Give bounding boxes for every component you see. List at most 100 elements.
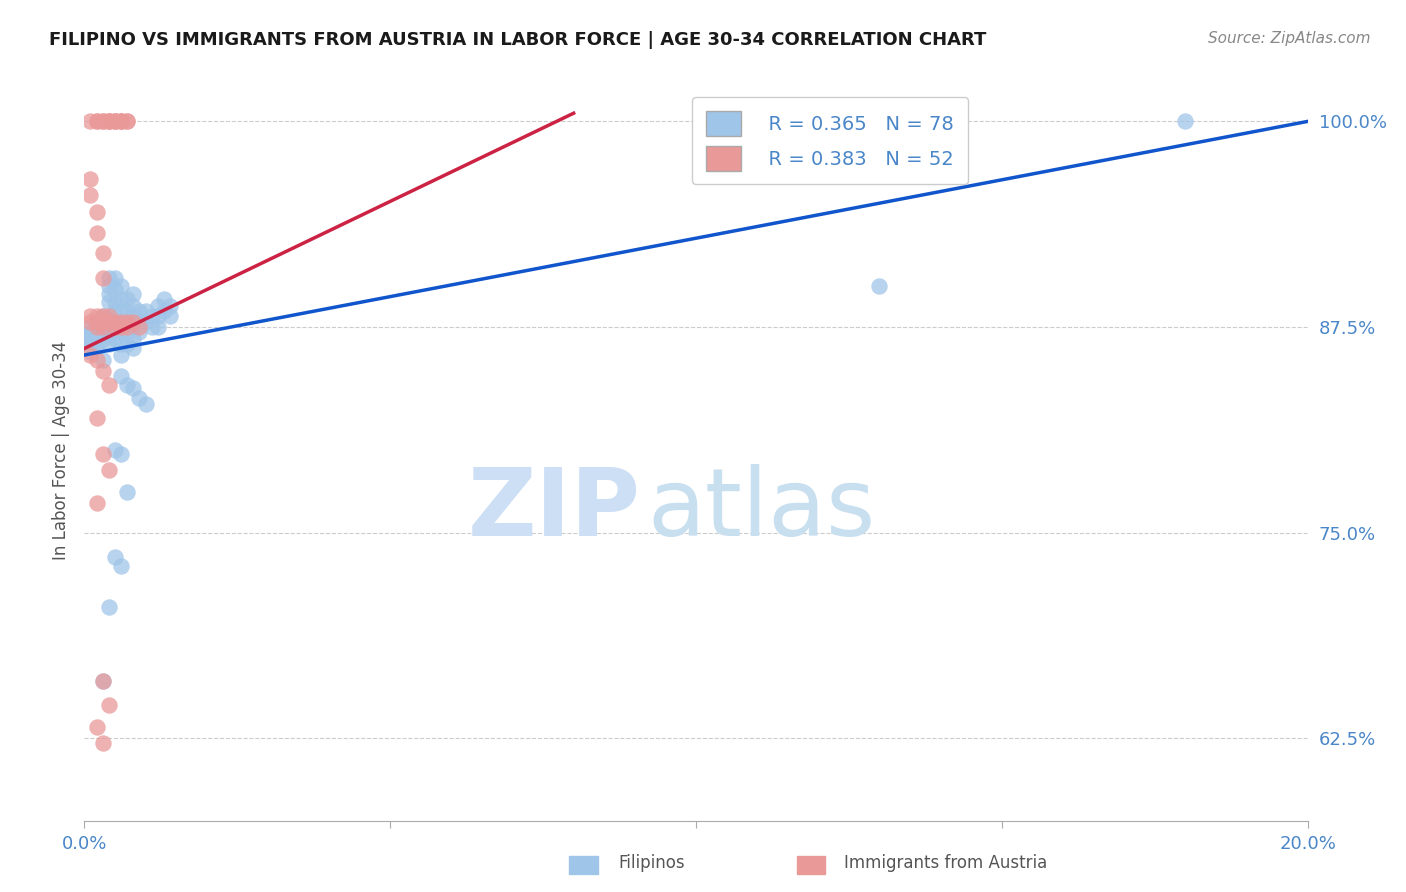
Point (91, 114, 114, 128)
Point (86, 320, 108, 334)
Point (79, 320, 101, 334)
Point (122, 309, 145, 323)
Point (115, 303, 138, 318)
Point (104, 550, 127, 565)
Point (110, 315, 132, 329)
Point (97, 336, 120, 351)
Bar (569, 856, 598, 874)
Point (79, 325, 101, 339)
Point (128, 315, 150, 329)
Point (79, 309, 101, 323)
Point (97, 309, 120, 323)
Point (91, 309, 114, 323)
Point (115, 320, 138, 334)
Point (115, 377, 138, 392)
Point (115, 325, 138, 339)
Point (122, 287, 145, 301)
Point (115, 315, 138, 329)
Point (110, 303, 132, 318)
Point (86, 496, 108, 510)
Point (104, 270, 127, 285)
Point (91, 325, 114, 339)
Point (79, 315, 101, 329)
Point (135, 397, 157, 411)
Point (104, 332, 127, 346)
Point (110, 348, 132, 362)
Point (128, 320, 150, 334)
Point (91, 114, 114, 128)
Point (110, 114, 132, 128)
Point (91, 246, 114, 260)
Point (146, 320, 169, 334)
Point (97, 315, 120, 329)
Point (110, 320, 132, 334)
Point (115, 484, 138, 499)
Point (86, 315, 108, 329)
Point (153, 292, 176, 306)
Point (110, 447, 132, 461)
Bar (797, 856, 825, 874)
Point (104, 114, 127, 128)
Point (104, 323, 127, 337)
Point (122, 332, 145, 346)
Point (153, 303, 176, 318)
Point (97, 114, 120, 128)
Point (115, 336, 138, 351)
Point (97, 279, 120, 293)
Point (97, 114, 120, 128)
Point (135, 315, 157, 329)
Point (122, 381, 145, 395)
Point (91, 315, 114, 329)
Point (128, 391, 150, 405)
Point (79, 344, 101, 359)
Text: atlas: atlas (647, 464, 876, 556)
Point (97, 328, 120, 343)
Point (104, 315, 127, 329)
Point (115, 114, 138, 128)
Text: Immigrants from Austria: Immigrants from Austria (844, 855, 1047, 872)
Point (91, 353, 114, 368)
Point (97, 295, 120, 310)
Text: Filipinos: Filipinos (619, 855, 685, 872)
Point (91, 364, 114, 378)
Point (91, 270, 114, 285)
Point (86, 340, 108, 354)
Point (122, 299, 145, 313)
Point (122, 342, 145, 356)
Point (110, 336, 132, 351)
Point (86, 309, 108, 323)
Point (1174, 114, 1197, 128)
Point (86, 353, 108, 368)
Point (97, 114, 120, 128)
Point (79, 172, 101, 186)
Point (97, 698, 120, 713)
Point (97, 270, 120, 285)
Point (122, 315, 145, 329)
Point (79, 336, 101, 351)
Point (79, 114, 101, 128)
Point (91, 315, 114, 329)
Point (110, 558, 132, 573)
Point (104, 282, 127, 296)
Point (86, 315, 108, 329)
Legend:   R = 0.365   N = 78,   R = 0.383   N = 52: R = 0.365 N = 78, R = 0.383 N = 52 (692, 97, 967, 185)
Point (86, 720, 108, 734)
Point (135, 303, 157, 318)
Point (110, 325, 132, 339)
Point (110, 315, 132, 329)
Point (91, 320, 114, 334)
Point (110, 369, 132, 384)
Point (115, 114, 138, 128)
Point (86, 325, 108, 339)
Point (104, 114, 127, 128)
Text: FILIPINO VS IMMIGRANTS FROM AUSTRIA IN LABOR FORCE | AGE 30-34 CORRELATION CHART: FILIPINO VS IMMIGRANTS FROM AUSTRIA IN L… (49, 31, 987, 49)
Point (104, 315, 127, 329)
Point (141, 309, 163, 323)
Point (91, 320, 114, 334)
Point (869, 279, 891, 293)
Point (86, 114, 108, 128)
Point (104, 295, 127, 310)
Point (97, 377, 120, 392)
Point (128, 303, 150, 318)
Point (115, 292, 138, 306)
